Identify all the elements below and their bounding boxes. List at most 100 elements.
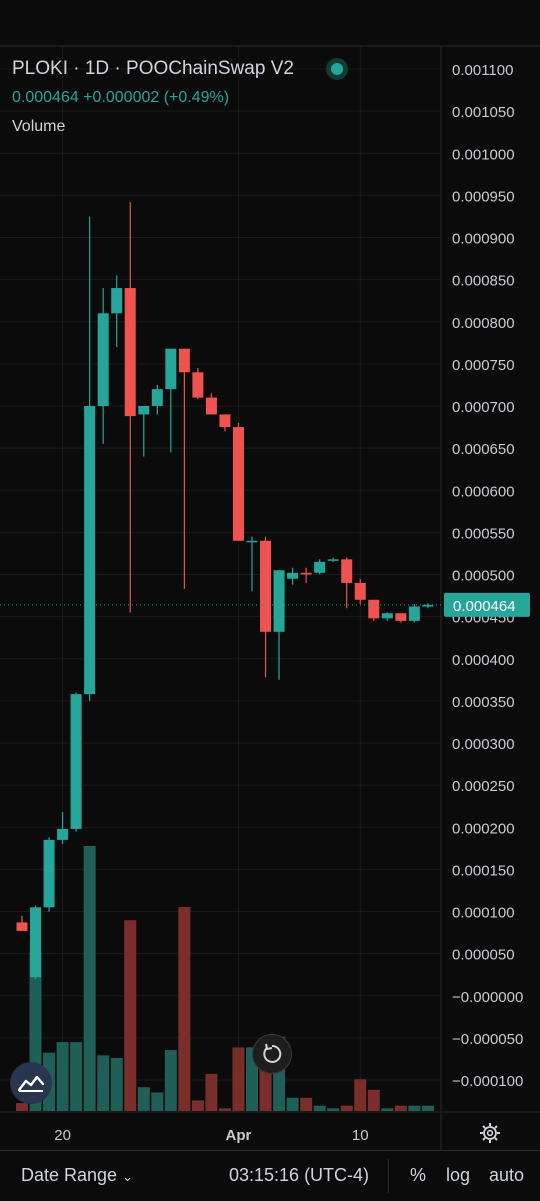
volume-bar (178, 906, 191, 1111)
price-tick-label: −0.000000 (452, 989, 523, 1006)
price-tick-label: 0.000400 (452, 652, 515, 669)
price-tick-label: 0.000550 (452, 525, 515, 542)
volume-bar (394, 1105, 407, 1111)
candle-body (395, 613, 407, 621)
volume-bar (151, 1092, 164, 1111)
candle-body (84, 406, 96, 695)
price-tick-label: −0.000100 (452, 1073, 523, 1090)
price-scale: 0.001100 0.001050 0.001000 0.000950 0.000900… (452, 62, 523, 1090)
price-tick-label: 0.001000 (452, 146, 515, 163)
price-tick-label: 0.000500 (452, 568, 515, 585)
price-change: 0.000464 +0.000002 (+0.49%) (12, 89, 230, 106)
volume-bar (205, 1073, 218, 1111)
price-tick-label: 0.000750 (452, 357, 515, 374)
volume-bar (16, 1103, 28, 1111)
price-tick-label: 0.000250 (452, 778, 515, 795)
volume-bar (408, 1105, 421, 1111)
volume-bar (56, 1042, 69, 1111)
candle-body (381, 613, 393, 619)
price-tick-label: 0.000350 (452, 694, 515, 711)
candle-body (314, 561, 326, 573)
price-tick-label: 0.001050 (452, 104, 515, 121)
candle-body (57, 828, 69, 840)
candle-body (300, 572, 312, 575)
volume-bar (218, 1108, 231, 1111)
candle-body (408, 606, 420, 621)
candle-body (273, 570, 285, 632)
price-tag-label: 0.000464 (453, 598, 516, 615)
candle-body (205, 397, 217, 415)
volume-bar (70, 1042, 83, 1111)
percent-scale-button[interactable]: % (410, 1165, 427, 1185)
chevron-down-icon: ⌄ (122, 1169, 133, 1184)
price-tick-label: 0.001100 (452, 62, 513, 79)
candle-body (43, 839, 55, 908)
candle-body (70, 694, 82, 829)
price-tag-box (444, 592, 530, 617)
candle-body (30, 907, 42, 978)
candle-body (111, 288, 123, 314)
log-scale-button[interactable]: log (446, 1165, 471, 1185)
price-tick-label: 0.000150 (452, 862, 515, 879)
candle-body (260, 540, 272, 632)
price-tick-label: −0.000050 (452, 1031, 523, 1048)
bottom-toolbar: Date Range ⌄ 03:15:16 (UTC-4) % log auto (0, 1150, 540, 1201)
volume-bar (354, 1079, 367, 1111)
candle-body (287, 572, 299, 579)
candle-body (219, 414, 231, 428)
clock-time: 03:15:16 (UTC-4) (229, 1165, 370, 1185)
candle-body (151, 389, 163, 406)
candle-body (97, 313, 109, 406)
candle-body (16, 922, 28, 931)
price-tick-label: 0.000050 (452, 947, 515, 964)
price-tick-label: 0.000100 (452, 905, 515, 922)
volume-bar (421, 1105, 434, 1111)
reset-chart-icon[interactable] (252, 1034, 292, 1074)
volume-bar (381, 1108, 394, 1111)
chart-vertical-grid (62, 46, 361, 1112)
volume-bar (29, 952, 42, 1111)
date-range-button[interactable]: Date Range ⌄ (21, 1165, 133, 1185)
candle-body (192, 372, 204, 398)
volume-bar (137, 1087, 150, 1111)
candle-body (422, 604, 434, 607)
candle-body (178, 348, 190, 373)
live-status-icon (326, 58, 348, 80)
candle-body (341, 559, 353, 583)
price-tick-label: 0.000800 (452, 315, 515, 332)
volume-bar (327, 1108, 340, 1111)
volume-bar (340, 1105, 353, 1111)
auto-scale-button[interactable]: auto (489, 1165, 525, 1185)
current-price-tag: 0.000464 (444, 592, 530, 617)
volume-bar (286, 1097, 299, 1111)
price-tick-label: 0.000650 (452, 441, 515, 458)
candle-body (232, 427, 244, 541)
time-tick-label: 20 (54, 1127, 71, 1144)
time-scale: 20 Apr 10 (54, 1127, 368, 1144)
tradingview-logo-icon[interactable] (10, 1062, 52, 1104)
candle-body (246, 540, 258, 543)
volume-bar (164, 1050, 177, 1111)
volume-bar (83, 846, 96, 1111)
volume-indicator-label[interactable]: Volume (12, 118, 66, 135)
price-tick-label: 0.000850 (452, 273, 515, 290)
candle-body (354, 582, 366, 600)
settings-gear-icon[interactable] (478, 1121, 502, 1145)
toolbar-divider (388, 1159, 389, 1193)
volume-bars (16, 846, 434, 1111)
symbol-title[interactable]: PLOKI · 1D · POOChainSwap V2 (12, 58, 294, 79)
volume-bar (110, 1058, 123, 1111)
volume-bar (232, 1047, 245, 1111)
price-tick-label: 0.000700 (452, 399, 515, 416)
candlestick-series (16, 202, 434, 979)
volume-bar (124, 920, 137, 1111)
price-tick-label: 0.000900 (452, 231, 515, 248)
price-tick-label: 0.000600 (452, 483, 515, 500)
volume-bar (300, 1097, 313, 1111)
time-tick-label: Apr (226, 1127, 252, 1144)
price-tick-label: 0.000950 (452, 188, 515, 205)
price-tick-label: 0.000300 (452, 736, 515, 753)
volume-bar (97, 1055, 110, 1111)
candle-body (124, 288, 136, 417)
